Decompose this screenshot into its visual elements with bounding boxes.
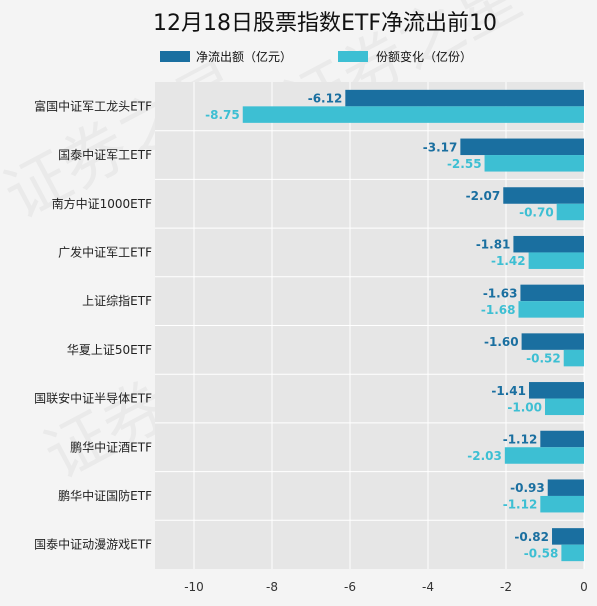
value-label: -6.12 [308, 92, 343, 106]
x-tick-label: 0 [580, 580, 588, 594]
category-label: 广发中证军工ETF [58, 244, 152, 259]
bar [540, 430, 584, 448]
bar [513, 235, 584, 253]
legend-label: 净流出额（亿元） [196, 49, 292, 64]
bar [345, 89, 584, 107]
value-label: -0.82 [514, 530, 549, 544]
bar [563, 349, 584, 367]
value-label: -1.00 [507, 400, 542, 414]
x-tick-label: -10 [184, 580, 204, 594]
chart-title: 12月18日股票指数ETF净流出前10 [153, 11, 497, 36]
legend-swatch [160, 51, 190, 62]
value-labels: -6.12 -8.75 -3.17 -2.55 -2.07 -0.70 -1.81 -1.42… [205, 92, 561, 561]
value-label: -1.12 [503, 498, 538, 512]
bar [521, 333, 584, 350]
x-tick-label: -2 [500, 580, 512, 594]
bar [552, 528, 584, 545]
bar [460, 138, 584, 156]
category-label: 鹏华中证国防ETF [58, 488, 152, 503]
category-label: 国泰中证军工ETF [58, 147, 152, 162]
category-label: 南方中证1000ETF [52, 196, 152, 211]
value-label: -1.63 [483, 286, 518, 300]
category-label: 国联安中证半导体ETF [34, 391, 152, 406]
value-label: -2.03 [467, 449, 502, 463]
category-label: 上证综指ETF [82, 293, 152, 308]
bar [518, 301, 584, 318]
x-tick-label: -6 [344, 580, 356, 594]
value-label: -2.07 [466, 189, 501, 203]
value-label: -1.68 [481, 303, 516, 317]
category-label: 国泰中证动漫游戏ETF [34, 537, 152, 552]
bar [484, 155, 584, 172]
bar [547, 479, 584, 496]
bar [503, 187, 584, 204]
value-label: -0.93 [510, 481, 545, 495]
value-label: -1.12 [503, 433, 538, 447]
value-label: -0.70 [519, 206, 554, 220]
bar [561, 544, 584, 562]
category-label: 富国中证军工龙头ETF [34, 98, 152, 113]
value-label: -0.58 [524, 546, 559, 560]
value-label: -2.55 [447, 157, 482, 171]
bar [529, 382, 584, 399]
value-label: -3.17 [423, 140, 458, 154]
bar [556, 203, 584, 221]
legend: 净流出额（亿元） 份额变化（亿份） [160, 49, 472, 64]
legend-label: 份额变化（亿份） [376, 49, 472, 64]
bar [540, 495, 584, 513]
x-axis-ticks: -10 -8 -6 -4 -2 0 [184, 580, 588, 594]
value-label: -1.42 [491, 254, 526, 268]
category-label: 鹏华中证酒ETF [70, 439, 152, 454]
value-label: -0.52 [526, 352, 561, 366]
bar [545, 398, 584, 416]
category-label: 华夏上证50ETF [67, 343, 152, 357]
value-label: -1.41 [491, 384, 526, 398]
category-labels: 富国中证军工龙头ETF 国泰中证军工ETF 南方中证1000ETF 广发中证军工ETF… [34, 98, 152, 551]
bar [520, 284, 584, 302]
bar [242, 106, 584, 123]
bars [242, 89, 584, 562]
value-label: -1.81 [476, 238, 511, 252]
value-label: -8.75 [205, 108, 240, 122]
value-label: -1.60 [484, 335, 519, 349]
x-tick-label: -4 [422, 580, 434, 594]
legend-swatch [338, 51, 368, 62]
x-tick-label: -8 [266, 580, 278, 594]
bar [504, 447, 584, 464]
bar [528, 252, 584, 269]
